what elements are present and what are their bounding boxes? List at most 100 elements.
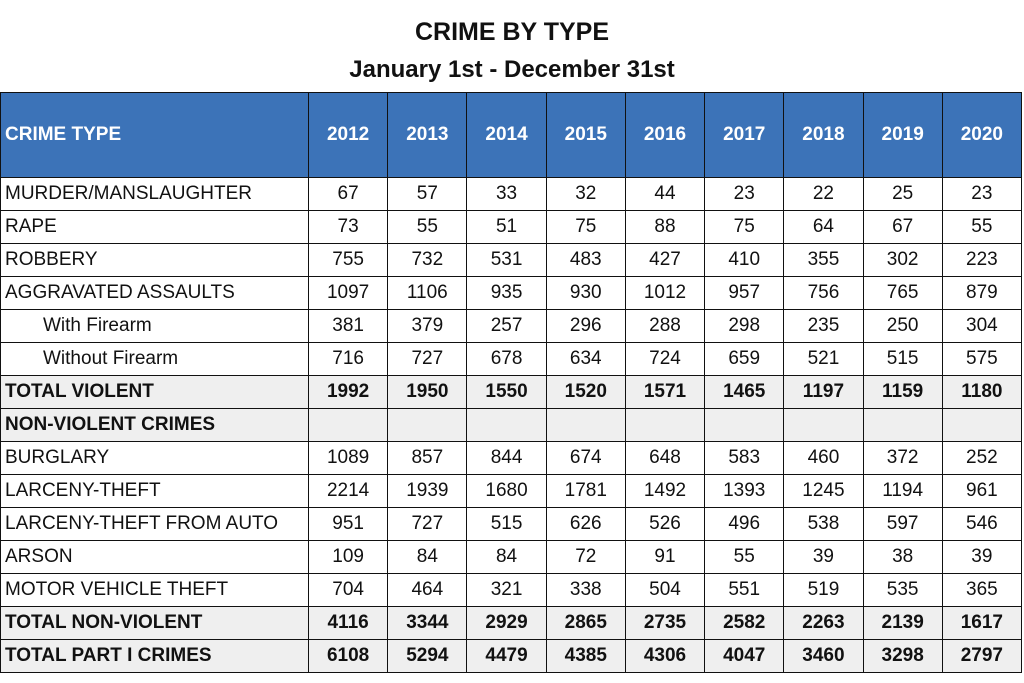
cell-value: 57 xyxy=(387,177,468,211)
cell-value: 464 xyxy=(387,573,468,607)
cell-value: 583 xyxy=(704,441,785,475)
column-header: 2015 xyxy=(545,92,626,178)
cell-value: 957 xyxy=(704,276,785,310)
cell-value: 1180 xyxy=(941,375,1023,409)
row-label: BURGLARY xyxy=(0,441,309,475)
empty-cell xyxy=(941,408,1023,442)
cell-value: 223 xyxy=(941,243,1023,277)
cell-value: 724 xyxy=(624,342,706,376)
cell-value: 1950 xyxy=(387,375,468,409)
cell-value: 355 xyxy=(783,243,864,277)
cell-value: 1781 xyxy=(545,474,626,508)
cell-value: 51 xyxy=(466,210,547,244)
row-label: ROBBERY xyxy=(0,243,309,277)
cell-value: 338 xyxy=(545,573,626,607)
table-row: RAPE 73 55 51 75 88 75 64 67 55 xyxy=(0,210,1023,244)
cell-value: 535 xyxy=(862,573,943,607)
cell-value: 257 xyxy=(466,309,547,343)
cell-value: 1012 xyxy=(624,276,706,310)
cell-value: 235 xyxy=(783,309,864,343)
row-label: Without Firearm xyxy=(0,342,309,376)
cell-value: 6108 xyxy=(307,639,389,673)
cell-value: 526 xyxy=(624,507,706,541)
cell-value: 521 xyxy=(783,342,864,376)
empty-cell xyxy=(624,408,706,442)
column-header: CRIME TYPE xyxy=(0,92,309,178)
cell-value: 2139 xyxy=(862,606,943,640)
row-label: ARSON xyxy=(0,540,309,574)
cell-value: 1617 xyxy=(941,606,1023,640)
cell-value: 659 xyxy=(704,342,785,376)
table-row: MOTOR VEHICLE THEFT 704 464 321 338 504 551 519… xyxy=(0,573,1023,607)
cell-value: 250 xyxy=(862,309,943,343)
cell-value: 716 xyxy=(307,342,389,376)
cell-value: 2865 xyxy=(545,606,626,640)
cell-value: 515 xyxy=(862,342,943,376)
table-row: TOTAL PART I CRIMES 6108 5294 4479 4385 4306 4… xyxy=(0,639,1023,673)
cell-value: 3460 xyxy=(783,639,864,673)
cell-value: 496 xyxy=(704,507,785,541)
cell-value: 91 xyxy=(624,540,706,574)
cell-value: 75 xyxy=(704,210,785,244)
cell-value: 75 xyxy=(545,210,626,244)
table-row: Without Firearm 716 727 678 634 724 659 521 515 5… xyxy=(0,342,1023,376)
cell-value: 1393 xyxy=(704,474,785,508)
cell-value: 39 xyxy=(783,540,864,574)
cell-value: 39 xyxy=(941,540,1023,574)
table-row: TOTAL NON-VIOLENT 4116 3344 2929 2865 2735 258… xyxy=(0,606,1023,640)
cell-value: 930 xyxy=(545,276,626,310)
cell-value: 33 xyxy=(466,177,547,211)
cell-value: 365 xyxy=(941,573,1023,607)
cell-value: 575 xyxy=(941,342,1023,376)
cell-value: 4479 xyxy=(466,639,547,673)
cell-value: 727 xyxy=(387,342,468,376)
cell-value: 648 xyxy=(624,441,706,475)
cell-value: 626 xyxy=(545,507,626,541)
table-row: ARSON 109 84 84 72 91 55 39 38 39 xyxy=(0,540,1023,574)
cell-value: 546 xyxy=(941,507,1023,541)
cell-value: 678 xyxy=(466,342,547,376)
table-row: NON-VIOLENT CRIMES xyxy=(0,408,1023,442)
cell-value: 961 xyxy=(941,474,1023,508)
cell-value: 1492 xyxy=(624,474,706,508)
cell-value: 951 xyxy=(307,507,389,541)
cell-value: 1520 xyxy=(545,375,626,409)
cell-value: 844 xyxy=(466,441,547,475)
cell-value: 634 xyxy=(545,342,626,376)
cell-value: 1571 xyxy=(624,375,706,409)
cell-value: 55 xyxy=(387,210,468,244)
cell-value: 55 xyxy=(704,540,785,574)
table-row: AGGRAVATED ASSAULTS 1097 1106 935 930 1012 957… xyxy=(0,276,1023,310)
cell-value: 55 xyxy=(941,210,1023,244)
cell-value: 84 xyxy=(387,540,468,574)
cell-value: 288 xyxy=(624,309,706,343)
column-header: 2020 xyxy=(941,92,1023,178)
subtitle: January 1st - December 31st xyxy=(349,56,675,83)
cell-value: 302 xyxy=(862,243,943,277)
column-header: 2017 xyxy=(704,92,785,178)
cell-value: 515 xyxy=(466,507,547,541)
row-label: With Firearm xyxy=(0,309,309,343)
cell-value: 298 xyxy=(704,309,785,343)
cell-value: 519 xyxy=(783,573,864,607)
cell-value: 1465 xyxy=(704,375,785,409)
empty-cell xyxy=(704,408,785,442)
cell-value: 88 xyxy=(624,210,706,244)
cell-value: 38 xyxy=(862,540,943,574)
row-label: LARCENY-THEFT FROM AUTO xyxy=(0,507,309,541)
cell-value: 84 xyxy=(466,540,547,574)
cell-value: 857 xyxy=(387,441,468,475)
cell-value: 1089 xyxy=(307,441,389,475)
table-row: MURDER/MANSLAUGHTER 67 57 33 32 44 23 22 25 23 xyxy=(0,177,1023,211)
cell-value: 765 xyxy=(862,276,943,310)
cell-value: 25 xyxy=(862,177,943,211)
cell-value: 1197 xyxy=(783,375,864,409)
cell-value: 32 xyxy=(545,177,626,211)
cell-value: 538 xyxy=(783,507,864,541)
table-row: TOTAL VIOLENT 1992 1950 1550 1520 1571 1465 119… xyxy=(0,375,1023,409)
row-label: TOTAL NON-VIOLENT xyxy=(0,606,309,640)
empty-cell xyxy=(307,408,389,442)
cell-value: 551 xyxy=(704,573,785,607)
row-label: RAPE xyxy=(0,210,309,244)
